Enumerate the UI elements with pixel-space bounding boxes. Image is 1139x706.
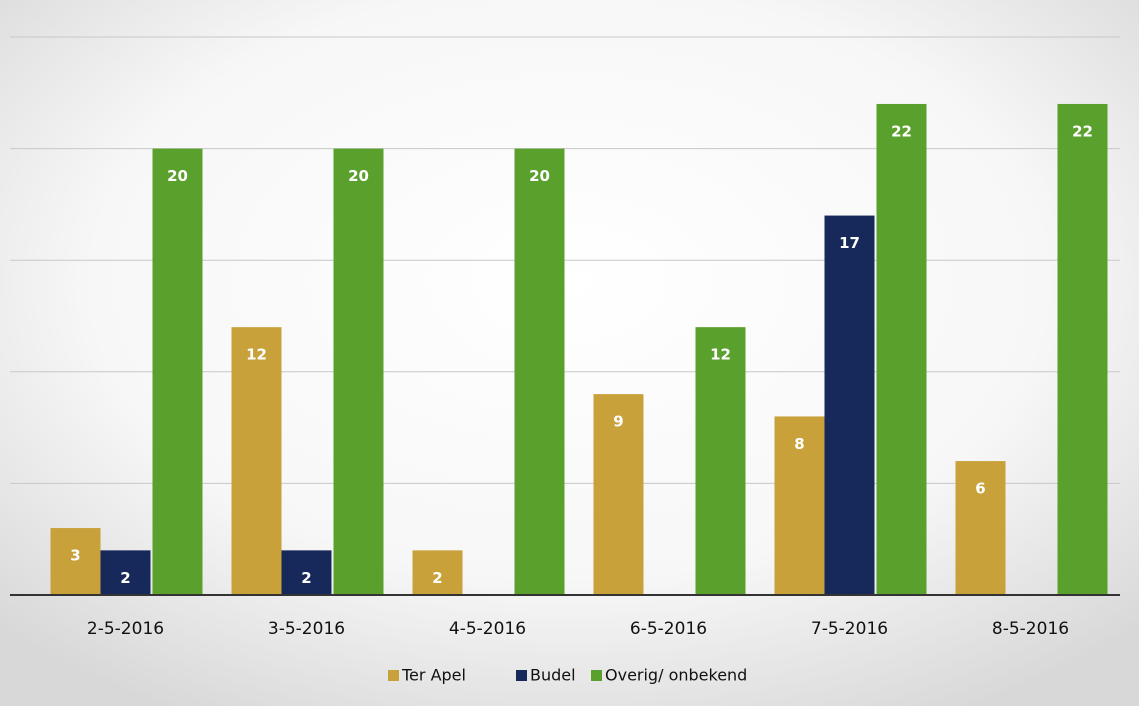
- bar: [695, 327, 746, 595]
- legend-swatch: [591, 670, 602, 681]
- bar: [774, 416, 825, 595]
- data-label: 9: [613, 413, 623, 431]
- x-tick-label: 7-5-2016: [811, 619, 888, 639]
- legend-label: Ter Apel: [401, 666, 466, 685]
- data-label: 20: [529, 167, 550, 185]
- legend-label: Budel: [530, 666, 576, 685]
- data-label: 22: [891, 122, 912, 140]
- bar: [955, 461, 1006, 595]
- legend-label: Overig/ onbekend: [605, 666, 747, 685]
- x-tick-label: 2-5-2016: [87, 619, 164, 639]
- x-tick-label: 8-5-2016: [992, 619, 1069, 639]
- data-label: 22: [1072, 122, 1093, 140]
- data-label: 3: [70, 547, 80, 565]
- data-label: 20: [348, 167, 369, 185]
- data-label: 2: [432, 569, 442, 587]
- bar: [1057, 103, 1108, 596]
- bar: [824, 215, 875, 595]
- x-tick-label: 3-5-2016: [268, 619, 345, 639]
- legend-swatch: [516, 670, 527, 681]
- data-label: 6: [975, 480, 985, 498]
- x-tick-label: 6-5-2016: [630, 619, 707, 639]
- bar: [100, 550, 151, 595]
- bar: [333, 148, 384, 595]
- bar: [152, 148, 203, 595]
- bar: [50, 528, 101, 595]
- bar: [231, 327, 282, 595]
- x-tick-label: 4-5-2016: [449, 619, 526, 639]
- data-label: 12: [246, 346, 267, 364]
- data-label: 12: [710, 346, 731, 364]
- bar: [514, 148, 565, 595]
- legend-swatch: [388, 670, 399, 681]
- data-label: 8: [794, 435, 804, 453]
- data-label: 2: [120, 569, 130, 587]
- bar: [281, 550, 332, 595]
- data-label: 2: [301, 569, 311, 587]
- data-label: 20: [167, 167, 188, 185]
- bar: [593, 394, 644, 595]
- bar: [876, 103, 927, 596]
- bar: [412, 550, 463, 595]
- data-label: 17: [839, 234, 860, 252]
